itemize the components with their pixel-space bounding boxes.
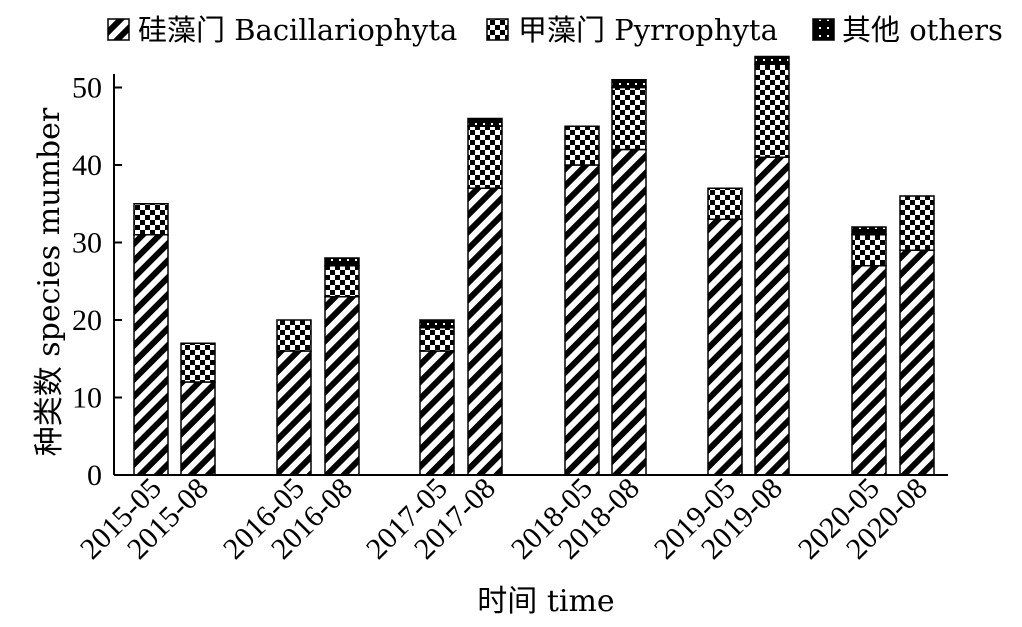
legend-swatch-1 — [107, 18, 130, 41]
bar-2018-08-series-3 — [611, 79, 647, 89]
bar-2016-05-series-2 — [276, 319, 312, 352]
bar-2019-08-series-3 — [754, 55, 790, 65]
bar-2017-08-series-2 — [467, 125, 503, 189]
bar-2015-05-series-1 — [133, 234, 169, 476]
bar-2017-08-series-3 — [467, 117, 503, 127]
y-tick-label: 0 — [87, 459, 102, 492]
bar-2017-08-series-1 — [467, 187, 503, 476]
y-tick-label: 50 — [72, 72, 102, 105]
bar-2019-08-series-1 — [754, 156, 790, 476]
bar-2016-08-series-1 — [324, 296, 360, 476]
bars-group — [133, 55, 935, 476]
bar-2016-08-series-2 — [324, 265, 360, 298]
bar-2015-08-series-2 — [180, 342, 216, 383]
legend-swatch-2 — [486, 18, 509, 41]
y-tick-label: 40 — [72, 149, 102, 182]
bar-2020-08-series-1 — [899, 249, 935, 476]
bar-2017-05-series-3 — [419, 319, 455, 329]
bar-2019-05-series-1 — [707, 218, 743, 476]
bar-2018-05-series-2 — [564, 125, 600, 166]
bar-2018-08-series-1 — [611, 148, 647, 476]
bar-2015-08-series-1 — [180, 381, 216, 476]
bar-2016-05-series-1 — [276, 350, 312, 476]
legend-label-1: 硅藻门 Bacillariophyta — [138, 13, 457, 47]
y-tick-label: 10 — [72, 382, 102, 415]
bar-2016-08-series-3 — [324, 257, 360, 267]
legend: 硅藻门 Bacillariophyta 甲藻门 Pyrrophyta 其他 othe… — [107, 13, 1003, 47]
bar-2020-08-series-2 — [899, 195, 935, 251]
x-axis-title: 时间 time — [477, 584, 614, 619]
bar-2020-05-series-2 — [851, 234, 887, 267]
bar-2019-08-series-2 — [754, 63, 790, 158]
legend-label-3: 其他 others — [842, 13, 1003, 47]
bar-2019-05-series-2 — [707, 187, 743, 220]
bar-2018-08-series-2 — [611, 86, 647, 151]
y-axis-title: 种类数 species mumber — [32, 107, 67, 456]
legend-label-2: 甲藻门 Pyrrophyta — [518, 13, 778, 47]
bar-2017-05-series-1 — [419, 350, 455, 476]
y-tick-label: 30 — [72, 227, 102, 260]
y-tick-label: 20 — [72, 304, 102, 337]
bar-2020-05-series-3 — [851, 226, 887, 236]
bar-2017-05-series-2 — [419, 327, 455, 352]
bar-2020-05-series-1 — [851, 265, 887, 476]
bar-2015-05-series-2 — [133, 203, 169, 236]
bar-2018-05-series-1 — [564, 164, 600, 476]
legend-swatch-3 — [812, 18, 835, 41]
